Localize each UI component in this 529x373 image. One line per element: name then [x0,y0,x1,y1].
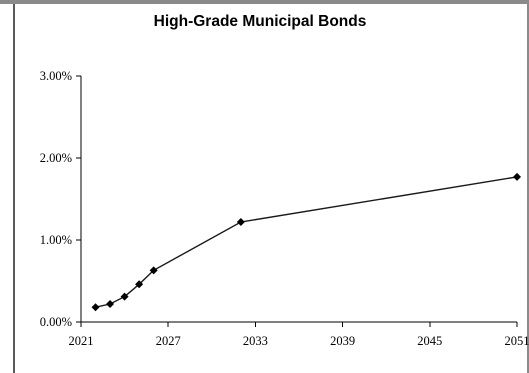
data-point [513,172,521,181]
x-tick-label: 2051 [505,334,529,348]
right-edge [527,4,529,373]
x-ticks: 2021 2027 2033 2039 2045 2051 [69,322,529,348]
left-edge [13,4,15,373]
y-tick-label: 2.00% [40,151,72,165]
x-tick-label: 2027 [156,334,181,348]
data-point [120,292,129,301]
data-point [106,299,115,308]
x-tick-label: 2033 [243,334,268,348]
plot-area [91,172,521,312]
series-line [95,176,518,308]
y-tick-label: 0.00% [40,315,72,329]
x-tick-label: 2045 [417,334,442,348]
y-tick-label: 1.00% [40,233,72,247]
data-point [91,303,100,312]
data-point [135,280,144,289]
top-edge [0,0,529,4]
chart-title: High-Grade Municipal Bonds [154,13,367,30]
x-tick-label: 2039 [330,334,355,348]
y-tick-label: 3.00% [40,69,72,83]
x-tick-label: 2021 [69,334,94,348]
data-point [149,266,158,275]
data-point [236,217,245,226]
y-ticks: 0.00% 1.00% 2.00% 3.00% [40,69,81,329]
